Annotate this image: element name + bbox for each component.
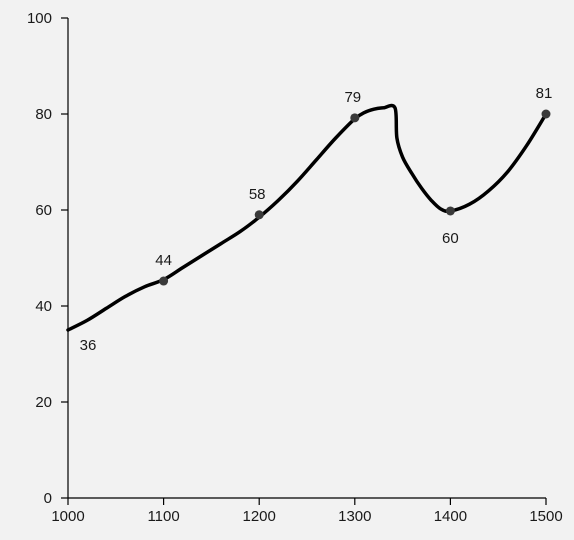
y-tick-label: 60	[35, 202, 52, 219]
series-line	[66, 103, 548, 332]
x-tick-label: 1100	[147, 508, 179, 525]
data-label: 36	[80, 337, 97, 354]
data-point	[159, 276, 169, 286]
data-point	[541, 109, 551, 119]
data-labels: 36 44 58 79 60 81	[80, 85, 553, 354]
data-point	[445, 206, 455, 216]
y-tick-label: 40	[35, 298, 52, 315]
y-tick-label: 0	[44, 490, 52, 507]
data-points	[159, 109, 551, 286]
x-tick-label: 1500	[529, 508, 562, 525]
axes	[67, 18, 546, 499]
data-point	[254, 210, 264, 220]
x-tick-label: 1300	[338, 508, 371, 525]
data-point	[350, 113, 360, 123]
data-label: 58	[249, 186, 266, 203]
x-tick-label: 1400	[434, 508, 467, 525]
y-tick-label: 20	[35, 394, 52, 411]
data-label: 81	[536, 85, 553, 102]
y-tick-label: 100	[27, 10, 52, 27]
x-tick-label: 1000	[51, 508, 84, 525]
tick-marks	[61, 17, 547, 505]
data-label: 60	[442, 230, 459, 247]
y-tick-label: 80	[35, 106, 52, 123]
x-tick-label: 1200	[243, 508, 276, 525]
tick-labels: 0 20 40 60 80 100 1000 1100 1200 1300 1400 1500	[27, 10, 563, 525]
data-label: 79	[344, 89, 361, 106]
data-label: 44	[155, 252, 172, 269]
